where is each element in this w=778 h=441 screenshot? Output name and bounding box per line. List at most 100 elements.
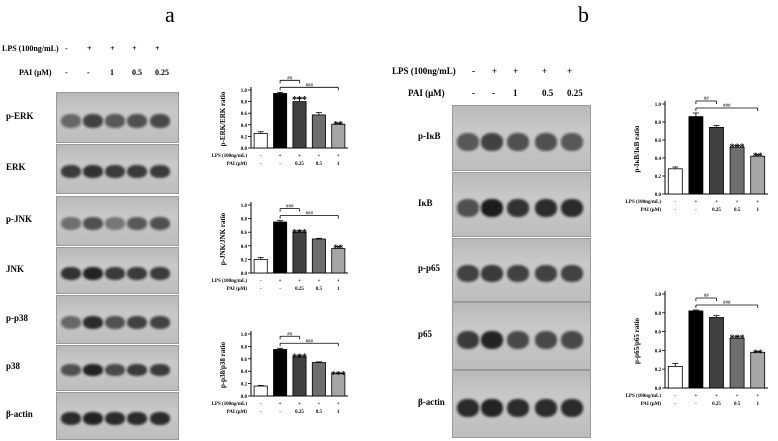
blot-band — [127, 267, 147, 280]
pai-mark: - — [260, 410, 262, 415]
blot-band — [457, 199, 479, 217]
significance-stars: ** — [753, 348, 763, 359]
pai-mark: 0.25 — [712, 208, 721, 213]
bar — [292, 356, 307, 397]
pai-mark: - — [674, 208, 676, 213]
blot-strip-perk — [56, 92, 179, 143]
y-tick-label: 0.2 — [241, 258, 248, 263]
pai-label-a: PAI (μM) — [19, 68, 52, 77]
blot-band — [535, 265, 557, 282]
bracket-label: ### — [723, 104, 731, 109]
pai-mark: 1 — [756, 402, 759, 407]
blot-band — [61, 364, 81, 376]
pai-mark: 1 — [337, 410, 340, 415]
blot-band — [127, 165, 147, 178]
y-axis-label: p-JNK/JNK ratio — [219, 212, 227, 265]
lps-label-b: LPS (100ng/mL) — [392, 66, 456, 76]
bar — [253, 133, 268, 149]
y-tick-label: 0.8 — [241, 345, 248, 350]
blot-band — [561, 331, 583, 349]
blot-label-p38: p38 — [6, 361, 21, 371]
bar — [729, 337, 745, 389]
significance-stars: ** — [753, 151, 763, 162]
blot-label-actin: β-actin — [418, 397, 445, 407]
pai-mark-b-2: 1 — [513, 88, 518, 98]
lps-mark: + — [337, 154, 340, 159]
blot-band — [507, 265, 529, 282]
blot-band — [561, 265, 583, 282]
pai-label-b: PAI (μM) — [408, 88, 445, 98]
lps-mark: + — [279, 154, 282, 159]
blot-strip-pp38 — [56, 295, 179, 344]
blot-band — [507, 133, 529, 151]
y-tick-label: 0.8 — [241, 101, 248, 106]
bar — [273, 221, 288, 274]
blot-strip-p38 — [56, 345, 179, 391]
pai-mark: 0.5 — [316, 410, 323, 415]
blot-band — [507, 199, 529, 217]
significance-stars: ** — [333, 120, 343, 131]
bracket-label: ## — [287, 332, 293, 337]
blot-label-p65: p65 — [418, 329, 433, 339]
blot-strip-actin — [452, 370, 591, 438]
pai-row-label: PAI (μM) — [227, 410, 248, 415]
lps-row-label: LPS (100ng/mL) — [212, 279, 248, 284]
lps-mark: - — [674, 394, 676, 399]
pai-mark: 1 — [756, 208, 759, 213]
pai-mark: - — [279, 287, 281, 292]
bar-chart-pp65: p-p65/p65 ratio0.00.20.40.60.81.0*****##… — [626, 291, 768, 407]
pai-mark-a-0: - — [65, 68, 68, 77]
pai-mark-a-4: 0.25 — [155, 68, 169, 77]
lps-mark: + — [756, 200, 759, 205]
pai-row-label: PAI (μM) — [641, 402, 662, 407]
blot-band — [507, 399, 529, 417]
blot-band — [105, 364, 125, 376]
pai-mark: 0.25 — [295, 162, 304, 167]
blot-band — [127, 412, 147, 425]
bar — [667, 168, 683, 195]
lps-mark: + — [756, 394, 759, 399]
bracket-label: ### — [305, 83, 313, 88]
pai-mark: 1 — [337, 162, 340, 167]
lps-mark-a-2: + — [110, 44, 115, 53]
pai-row-label: PAI (μM) — [641, 208, 662, 213]
y-axis-label: p-p38/p38 ratio — [219, 341, 227, 388]
pai-row-label: PAI (μM) — [227, 287, 248, 292]
lps-mark: + — [337, 402, 340, 407]
blot-band — [481, 199, 503, 217]
pai-mark: 0.5 — [316, 287, 323, 292]
blot-band — [561, 133, 583, 151]
bar — [331, 248, 346, 274]
lps-mark: + — [298, 279, 301, 284]
bar — [688, 116, 704, 195]
pai-mark: - — [674, 402, 676, 407]
blot-label-perk: p-ERK — [6, 110, 34, 121]
y-tick-label: 0.8 — [655, 121, 662, 126]
y-tick-label: 1.0 — [241, 89, 248, 94]
blot-band — [481, 265, 503, 282]
bar — [273, 93, 288, 149]
y-tick-label: 0.6 — [241, 358, 248, 363]
y-tick-label: 0.8 — [241, 218, 248, 223]
lps-mark: - — [674, 200, 676, 205]
y-axis-label: p-ERK/ERK ratio — [219, 91, 227, 146]
significance-stars: ** — [333, 243, 343, 254]
blot-band — [150, 267, 170, 280]
lps-mark-b-3: + — [542, 66, 548, 76]
blot-band — [61, 267, 81, 280]
bar-chart-pikb: p-IκB/IκB ratio0.00.20.40.60.81.0*****##… — [626, 97, 768, 213]
pai-mark: - — [279, 410, 281, 415]
lps-row-label: LPS (100ng/mL) — [626, 200, 662, 205]
bar-chart-pp38: p-p38/p38 ratio 0.0 0.2 0.4 0.6 0.8 1.0 *** *** #… — [212, 331, 348, 415]
blot-band — [481, 399, 503, 417]
lps-mark: + — [715, 394, 718, 399]
blot-label-pp38: p-p38 — [6, 312, 29, 323]
pai-mark: 0.5 — [734, 402, 741, 407]
bar — [709, 317, 724, 389]
y-tick-label: 0.0 — [655, 193, 662, 198]
lps-row-label: LPS (100ng/mL) — [626, 394, 662, 399]
bracket-label: ### — [305, 339, 313, 344]
blot-band — [127, 364, 147, 376]
blot-band — [150, 217, 170, 230]
blot-band — [561, 399, 583, 417]
